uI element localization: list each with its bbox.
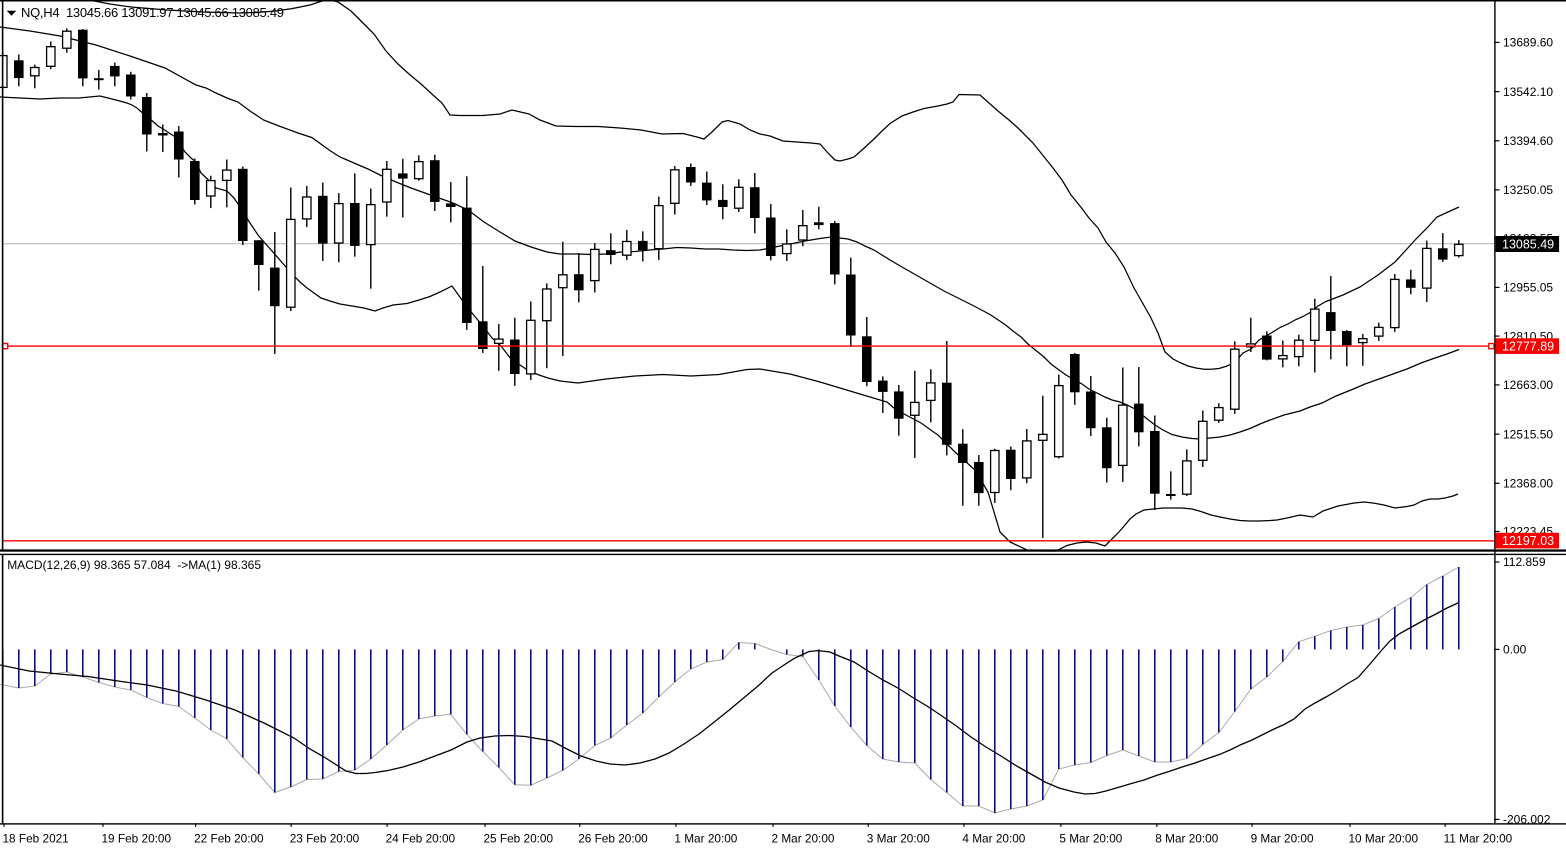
svg-text:12777.89: 12777.89	[1502, 340, 1554, 354]
svg-text:MACD(12,26,9) 98.365 57.084 -: MACD(12,26,9) 98.365 57.084 ->MA(1) 98.3…	[7, 558, 261, 572]
svg-text:12368.00: 12368.00	[1503, 477, 1553, 491]
svg-text:5 Mar 20:00: 5 Mar 20:00	[1059, 832, 1122, 846]
svg-text:18 Feb 2021: 18 Feb 2021	[3, 832, 69, 846]
svg-text:10 Mar 20:00: 10 Mar 20:00	[1349, 832, 1419, 846]
svg-text:13250.05: 13250.05	[1503, 183, 1553, 197]
svg-text:23 Feb 20:00: 23 Feb 20:00	[290, 832, 360, 846]
svg-text:112.859: 112.859	[1503, 555, 1546, 569]
svg-text:-206.002: -206.002	[1503, 813, 1551, 827]
svg-text:13689.60: 13689.60	[1503, 36, 1553, 50]
svg-text:12955.05: 12955.05	[1503, 281, 1553, 295]
svg-text:8 Mar 20:00: 8 Mar 20:00	[1155, 832, 1218, 846]
svg-text:25 Feb 20:00: 25 Feb 20:00	[484, 832, 554, 846]
svg-text:0.00: 0.00	[1503, 643, 1527, 657]
svg-text:9 Mar 20:00: 9 Mar 20:00	[1251, 832, 1314, 846]
svg-text:12515.50: 12515.50	[1503, 427, 1553, 441]
svg-text:26 Feb 20:00: 26 Feb 20:00	[578, 832, 648, 846]
svg-text:11 Mar 20:00: 11 Mar 20:00	[1444, 832, 1513, 846]
svg-text:12197.03: 12197.03	[1502, 534, 1554, 548]
svg-text:22 Feb 20:00: 22 Feb 20:00	[194, 832, 264, 846]
svg-text:1 Mar 20:00: 1 Mar 20:00	[674, 832, 737, 846]
svg-text:2 Mar 20:00: 2 Mar 20:00	[772, 832, 835, 846]
svg-text:12663.00: 12663.00	[1503, 378, 1553, 392]
svg-text:19 Feb 20:00: 19 Feb 20:00	[102, 832, 172, 846]
svg-text:13394.60: 13394.60	[1503, 134, 1553, 148]
svg-text:13085.49: 13085.49	[1502, 238, 1554, 252]
svg-text:24 Feb 20:00: 24 Feb 20:00	[386, 832, 456, 846]
svg-text:3 Mar 20:00: 3 Mar 20:00	[867, 832, 930, 846]
svg-text:4 Mar 20:00: 4 Mar 20:00	[962, 832, 1025, 846]
svg-text:13542.10: 13542.10	[1503, 85, 1553, 99]
svg-text:NQ,H4 13045.66 13091.97 13045: NQ,H4 13045.66 13091.97 13045.66 13085.4…	[21, 5, 284, 20]
